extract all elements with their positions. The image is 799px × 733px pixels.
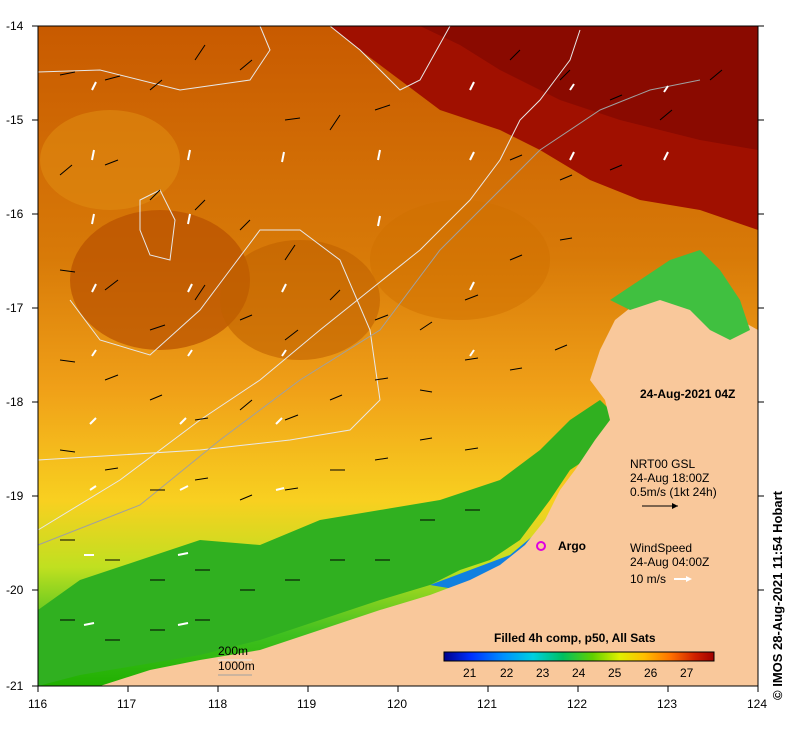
- colorbar: Filled 4h comp, p50, All Sats 21 22 23 2…: [443, 631, 715, 680]
- axis-tick-marks: [32, 25, 764, 692]
- svg-text:-20: -20: [6, 583, 24, 597]
- svg-text:124: 124: [747, 697, 767, 711]
- coastal-green: [610, 250, 750, 340]
- current-legend: NRT00 GSL 24-Aug 18:00Z 0.5m/s (1kt 24h): [630, 457, 717, 509]
- svg-text:26: 26: [644, 666, 658, 680]
- svg-text:-15: -15: [6, 113, 24, 127]
- svg-text:118: 118: [208, 697, 227, 711]
- svg-text:-17: -17: [6, 301, 24, 315]
- svg-text:0.5m/s (1kt 24h): 0.5m/s (1kt 24h): [630, 485, 717, 499]
- svg-text:122: 122: [567, 697, 587, 711]
- svg-text:24: 24: [572, 666, 586, 680]
- svg-text:WindSpeed: WindSpeed: [630, 541, 692, 555]
- svg-text:24-Aug 18:00Z: 24-Aug 18:00Z: [630, 471, 709, 485]
- isobath-contours: [37, 25, 581, 531]
- isobath-200m: [37, 79, 701, 546]
- x-axis: 116 117 118 119 120 121 122 123 124: [28, 697, 767, 711]
- copyright-icon: ©: [770, 690, 785, 700]
- svg-text:NRT00 GSL: NRT00 GSL: [630, 457, 695, 471]
- plot-border: [37, 25, 759, 687]
- y-axis: -14 -15 -16 -17 -18 -19 -20 -21: [6, 19, 24, 693]
- current-vectors: [59, 44, 723, 641]
- argo-marker: Argo: [536, 539, 586, 553]
- svg-text:23: 23: [536, 666, 550, 680]
- svg-text:117: 117: [117, 697, 136, 711]
- svg-text:27: 27: [680, 666, 694, 680]
- wind-vectors: [83, 81, 669, 626]
- svg-text:Argo: Argo: [558, 539, 586, 553]
- svg-text:25: 25: [608, 666, 622, 680]
- svg-text:Filled 4h comp, p50, All Sats: Filled 4h comp, p50, All Sats: [494, 631, 656, 645]
- svg-text:-18: -18: [6, 395, 24, 409]
- svg-text:123: 123: [657, 697, 677, 711]
- svg-text:-14: -14: [6, 19, 24, 33]
- land-mass: [100, 270, 758, 686]
- svg-text:119: 119: [297, 697, 316, 711]
- wind-legend: WindSpeed 24-Aug 04:00Z 10 m/s: [630, 541, 709, 586]
- credit-text: IMOS 28-Aug-2021 11:54 Hobart: [770, 490, 785, 687]
- svg-text:10 m/s: 10 m/s: [630, 572, 666, 586]
- svg-text:1000m: 1000m: [218, 659, 255, 673]
- svg-text:-16: -16: [6, 207, 24, 221]
- colorbar-gradient: [443, 651, 715, 662]
- svg-text:116: 116: [28, 697, 47, 711]
- svg-text:121: 121: [477, 697, 497, 711]
- svg-text:-21: -21: [6, 679, 24, 693]
- isobath-legend: 200m 1000m: [218, 644, 255, 676]
- svg-text:24-Aug 04:00Z: 24-Aug 04:00Z: [630, 555, 709, 569]
- svg-text:21: 21: [463, 666, 477, 680]
- svg-text:-19: -19: [6, 489, 24, 503]
- map-timestamp: 24-Aug-2021 04Z: [640, 387, 735, 401]
- svg-text:22: 22: [500, 666, 514, 680]
- imos-credit: © IMOS 28-Aug-2021 11:54 Hobart: [770, 491, 785, 700]
- svg-text:120: 120: [387, 697, 407, 711]
- svg-text:200m: 200m: [218, 644, 248, 658]
